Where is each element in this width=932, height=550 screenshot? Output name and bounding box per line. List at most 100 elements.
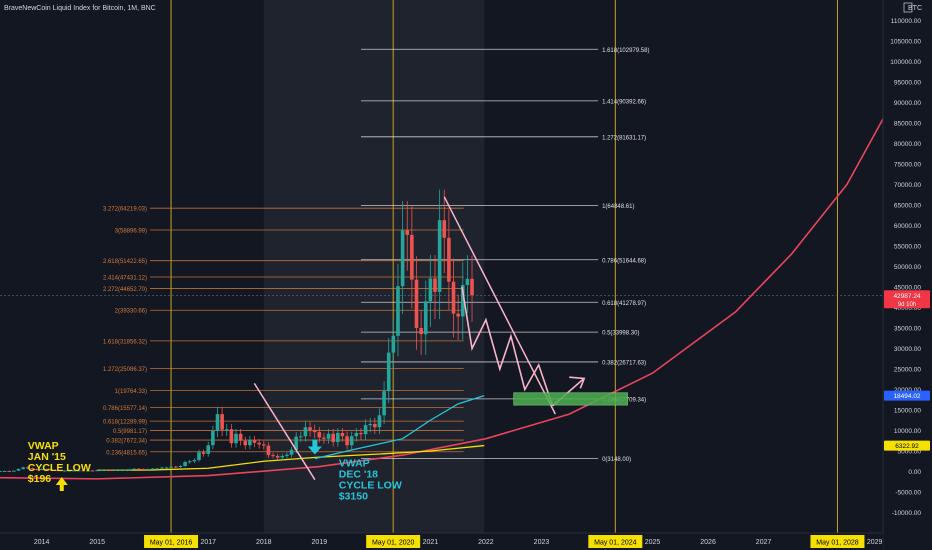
vwap-lines bbox=[97, 395, 485, 471]
price-tick-label: -5000.00 bbox=[895, 490, 921, 497]
price-tick-label: 5000.00 bbox=[898, 449, 922, 456]
vertical-markers bbox=[170, 0, 838, 533]
candle-body bbox=[447, 237, 451, 282]
candle-body bbox=[271, 455, 275, 457]
candle-body bbox=[44, 469, 49, 471]
annotation-line: CYCLE LOW bbox=[339, 480, 402, 492]
fib-left-label: 3(58896.99) bbox=[115, 229, 147, 235]
shaded-range bbox=[263, 0, 485, 533]
price-tick-label: 0.00 bbox=[908, 469, 921, 476]
candle-body bbox=[252, 439, 257, 443]
candle-body bbox=[229, 429, 234, 444]
target-zone-box bbox=[513, 392, 628, 406]
annotation-line: VWAP bbox=[339, 458, 370, 470]
candle-body bbox=[285, 454, 289, 456]
growth-curve-line bbox=[0, 118, 884, 480]
price-tick-label: 70000.00 bbox=[894, 182, 921, 189]
candle-body bbox=[215, 414, 220, 431]
candle-body bbox=[428, 278, 433, 302]
candle-body bbox=[113, 469, 118, 471]
candle-body bbox=[234, 433, 238, 444]
time-tick-label: 2025 bbox=[645, 539, 661, 546]
fib-right-label: 1.618(102979.58) bbox=[602, 48, 649, 54]
growth-curve bbox=[0, 118, 884, 480]
candle-body bbox=[164, 467, 169, 469]
candle-body bbox=[248, 439, 252, 446]
candle-body bbox=[127, 469, 132, 471]
price-tick-label: 20000.00 bbox=[894, 387, 921, 394]
down-arrow-icon bbox=[307, 439, 322, 455]
time-tick-label: 2027 bbox=[756, 539, 772, 546]
candle-body bbox=[377, 415, 382, 428]
date-marker-label: May 01, 2020 bbox=[372, 540, 415, 547]
price-badge bbox=[884, 390, 930, 401]
candle-body bbox=[146, 468, 150, 470]
price-badge-value: 6322.92 bbox=[895, 443, 919, 450]
fib-right-label: 1(64848.61) bbox=[602, 204, 634, 210]
price-tick-label: 105000.00 bbox=[890, 39, 921, 46]
target-zone bbox=[513, 392, 628, 406]
date-marker-badge bbox=[810, 535, 865, 548]
fib-left-label: 1(19764.33) bbox=[115, 389, 147, 395]
time-axis-panel[interactable] bbox=[0, 533, 883, 550]
candle-body bbox=[109, 469, 113, 471]
candle-body bbox=[266, 445, 271, 456]
price-tick-label: 40000.00 bbox=[894, 305, 921, 312]
candle-body bbox=[35, 469, 39, 471]
fib-left-label: 0.236(4815.65) bbox=[106, 450, 147, 456]
fib-right-label: 1.414(90392.66) bbox=[602, 99, 646, 105]
candle-body bbox=[72, 470, 76, 472]
candle-body bbox=[349, 436, 354, 446]
annotation-line: $196 bbox=[28, 473, 52, 485]
candle-body bbox=[100, 470, 104, 472]
candle-body bbox=[437, 220, 442, 292]
candle-body bbox=[400, 230, 405, 287]
candle-body bbox=[58, 470, 62, 472]
fib-left-label: 0.382(7672.34) bbox=[106, 439, 147, 445]
time-tick-label: 2022 bbox=[478, 539, 494, 546]
candle-body bbox=[211, 430, 215, 446]
annotation-line: VWAP bbox=[28, 440, 59, 452]
time-tick-label: 2015 bbox=[89, 539, 105, 546]
candle-body bbox=[451, 281, 456, 314]
candle-body bbox=[363, 425, 368, 435]
fib-left-label: 2.272(44652.70) bbox=[103, 287, 147, 293]
candle-body bbox=[25, 467, 30, 469]
price-badge bbox=[884, 290, 930, 309]
price-badge-value: 42987.24 bbox=[893, 293, 920, 300]
candle-body bbox=[354, 432, 359, 437]
candle-body bbox=[280, 455, 285, 458]
candle-body bbox=[174, 466, 178, 468]
fib-left-label: 2(39330.66) bbox=[115, 309, 147, 315]
date-marker-label: May 01, 2024 bbox=[594, 540, 637, 547]
candle-body bbox=[132, 468, 137, 470]
candle-body bbox=[391, 335, 396, 353]
candle-body bbox=[289, 449, 294, 455]
candle-body bbox=[155, 468, 160, 470]
candle-body bbox=[104, 469, 109, 471]
candle-body bbox=[90, 470, 95, 472]
price-tick-label: 55000.00 bbox=[894, 244, 921, 251]
annotation-line: DEC '18 bbox=[339, 469, 378, 481]
price-axis-panel[interactable] bbox=[883, 0, 932, 550]
date-marker-label: May 01, 2016 bbox=[150, 540, 193, 547]
fib-left-label: 1.272(25086.37) bbox=[103, 367, 147, 373]
fib-left-label: 0.786(15577.14) bbox=[103, 406, 147, 412]
candle-body bbox=[386, 352, 391, 392]
candle-body bbox=[206, 445, 211, 454]
candle-body bbox=[442, 220, 447, 238]
axis-unit: BTC bbox=[908, 5, 922, 12]
fib-left-label: 0.5(9981.17) bbox=[113, 429, 147, 435]
candle-body bbox=[336, 432, 340, 442]
candle-body bbox=[150, 468, 155, 470]
time-tick-label: 2026 bbox=[700, 539, 716, 546]
candle-body bbox=[183, 462, 187, 466]
candle-body bbox=[322, 437, 326, 439]
up-arrow-icon bbox=[55, 476, 68, 491]
candle-body bbox=[187, 461, 192, 463]
candle-body bbox=[49, 469, 53, 471]
price-tick-label: 35000.00 bbox=[894, 326, 921, 333]
zigzag-projection bbox=[461, 286, 554, 407]
fib-right-label: 0.382(26717.63) bbox=[602, 360, 646, 366]
